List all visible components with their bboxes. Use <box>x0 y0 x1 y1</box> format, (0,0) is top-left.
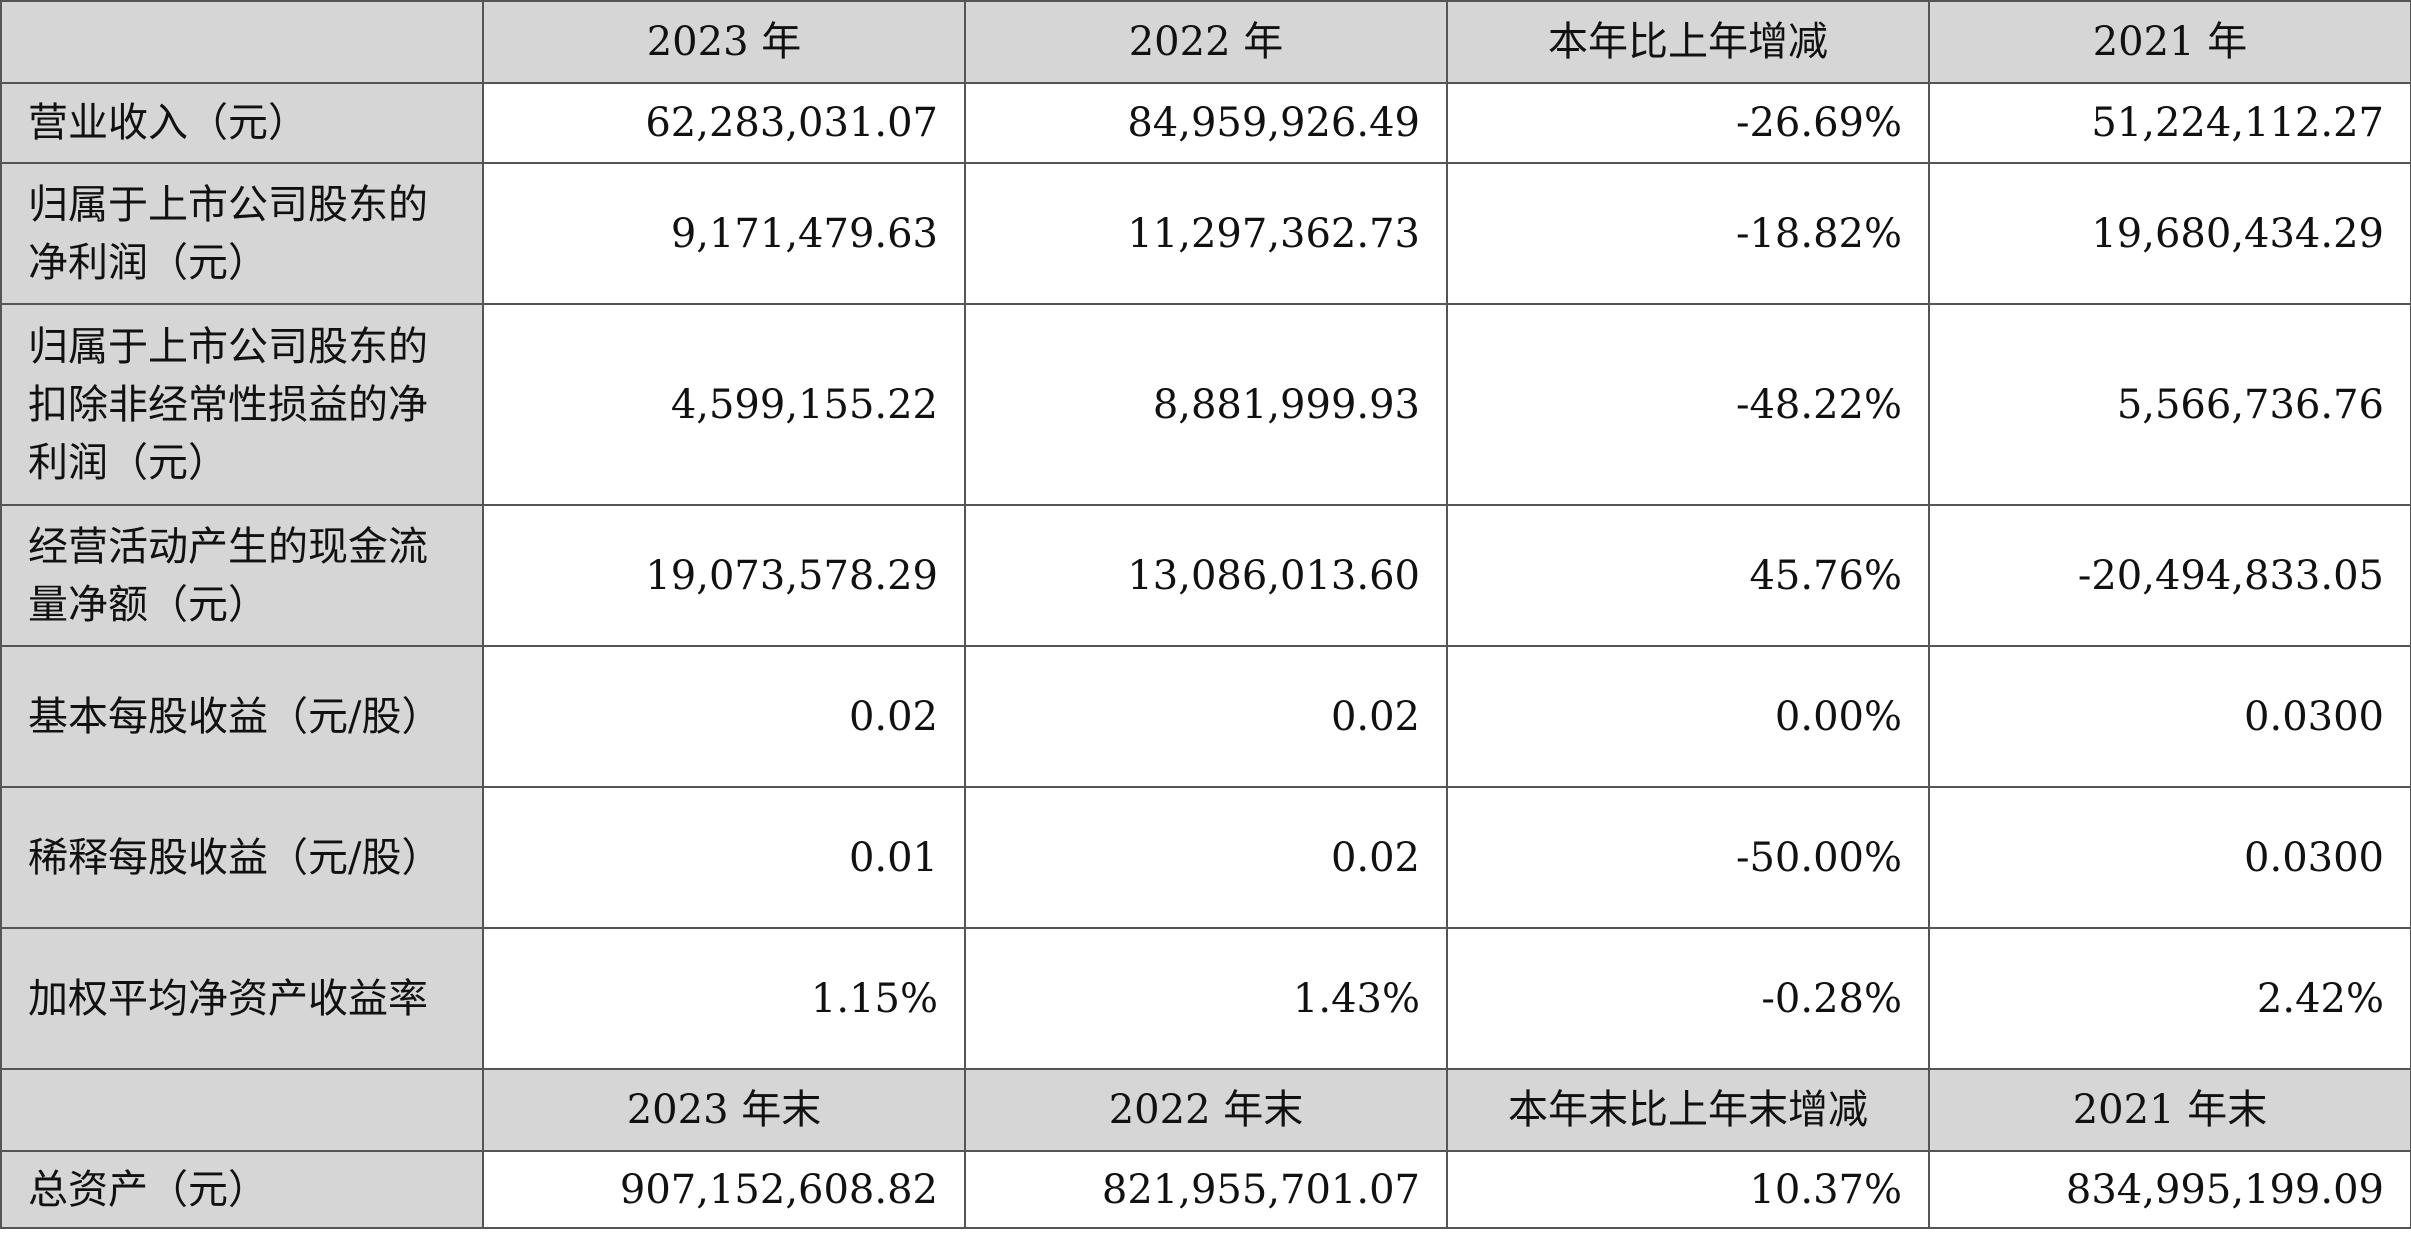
header-cell-empty <box>0 0 484 84</box>
table-row: 营业收入（元） 62,283,031.07 84,959,926.49 -26.… <box>0 82 2411 164</box>
header-cell-change-end: 本年末比上年末增减 <box>1446 1068 1930 1152</box>
value-cell: -48.22% <box>1446 303 1930 506</box>
value-cell: 0.0300 <box>1928 645 2411 788</box>
row-label: 归属于上市公司股东的净利润（元） <box>0 162 484 305</box>
value-cell: 1.43% <box>964 927 1448 1070</box>
table-row: 总资产（元） 907,152,608.82 821,955,701.07 10.… <box>0 1150 2411 1229</box>
table-row: 加权平均净资产收益率 1.15% 1.43% -0.28% 2.42% <box>0 927 2411 1070</box>
value-cell: -26.69% <box>1446 82 1930 164</box>
header-cell-2021-end: 2021 年末 <box>1928 1068 2411 1152</box>
value-cell: 0.01 <box>482 786 966 929</box>
value-cell: 11,297,362.73 <box>964 162 1448 305</box>
value-cell: 0.0300 <box>1928 786 2411 929</box>
value-cell: -50.00% <box>1446 786 1930 929</box>
value-cell: 8,881,999.93 <box>964 303 1448 506</box>
table-row: 稀释每股收益（元/股） 0.01 0.02 -50.00% 0.0300 <box>0 786 2411 929</box>
table-row: 基本每股收益（元/股） 0.02 0.02 0.00% 0.0300 <box>0 645 2411 788</box>
row-label: 经营活动产生的现金流量净额（元） <box>0 504 484 647</box>
value-cell: 13,086,013.60 <box>964 504 1448 647</box>
value-cell: -18.82% <box>1446 162 1930 305</box>
value-cell: 821,955,701.07 <box>964 1150 1448 1229</box>
value-cell: 62,283,031.07 <box>482 82 966 164</box>
value-cell: -0.28% <box>1446 927 1930 1070</box>
value-cell: 0.02 <box>482 645 966 788</box>
value-cell: 0.02 <box>964 786 1448 929</box>
row-label: 归属于上市公司股东的扣除非经常性损益的净利润（元） <box>0 303 484 506</box>
value-cell: 19,680,434.29 <box>1928 162 2411 305</box>
header-cell-2023-end: 2023 年末 <box>482 1068 966 1152</box>
table-row: 归属于上市公司股东的扣除非经常性损益的净利润（元） 4,599,155.22 8… <box>0 303 2411 506</box>
value-cell: 5,566,736.76 <box>1928 303 2411 506</box>
value-cell: 0.00% <box>1446 645 1930 788</box>
value-cell: 0.02 <box>964 645 1448 788</box>
table-header-row: 2023 年 2022 年 本年比上年增减 2021 年 <box>0 0 2411 84</box>
value-cell: 4,599,155.22 <box>482 303 966 506</box>
value-cell: 51,224,112.27 <box>1928 82 2411 164</box>
header-cell-2022: 2022 年 <box>964 0 1448 84</box>
value-cell: 907,152,608.82 <box>482 1150 966 1229</box>
value-cell: 1.15% <box>482 927 966 1070</box>
value-cell: 834,995,199.09 <box>1928 1150 2411 1229</box>
row-label: 加权平均净资产收益率 <box>0 927 484 1070</box>
row-label: 稀释每股收益（元/股） <box>0 786 484 929</box>
table-row: 经营活动产生的现金流量净额（元） 19,073,578.29 13,086,01… <box>0 504 2411 647</box>
value-cell: 19,073,578.29 <box>482 504 966 647</box>
table-row: 归属于上市公司股东的净利润（元） 9,171,479.63 11,297,362… <box>0 162 2411 305</box>
value-cell: 10.37% <box>1446 1150 1930 1229</box>
value-cell: 45.76% <box>1446 504 1930 647</box>
value-cell: 9,171,479.63 <box>482 162 966 305</box>
header-cell-change: 本年比上年增减 <box>1446 0 1930 84</box>
value-cell: 84,959,926.49 <box>964 82 1448 164</box>
row-label: 基本每股收益（元/股） <box>0 645 484 788</box>
header-cell-2022-end: 2022 年末 <box>964 1068 1448 1152</box>
header-cell-empty <box>0 1068 484 1152</box>
value-cell: 2.42% <box>1928 927 2411 1070</box>
value-cell: -20,494,833.05 <box>1928 504 2411 647</box>
row-label: 总资产（元） <box>0 1150 484 1229</box>
header-cell-2021: 2021 年 <box>1928 0 2411 84</box>
header-cell-2023: 2023 年 <box>482 0 966 84</box>
row-label: 营业收入（元） <box>0 82 484 164</box>
table-subheader-row: 2023 年末 2022 年末 本年末比上年末增减 2021 年末 <box>0 1068 2411 1152</box>
